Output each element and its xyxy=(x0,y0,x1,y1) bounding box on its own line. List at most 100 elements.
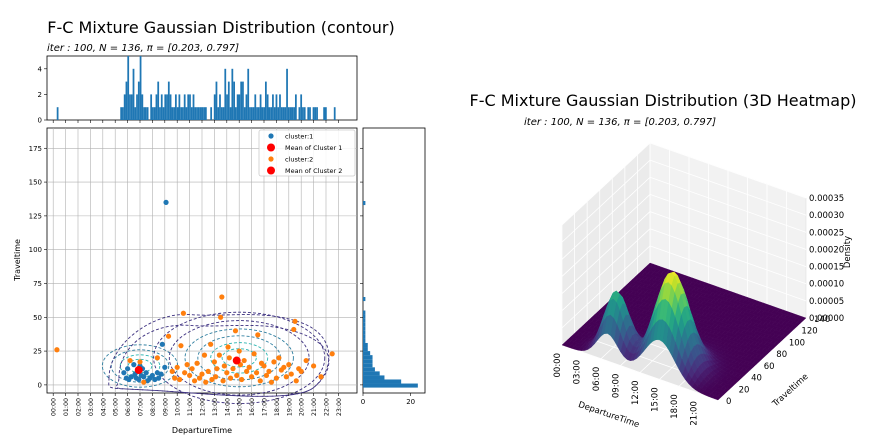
cluster-2-point xyxy=(212,359,217,364)
top-histogram-bar xyxy=(228,82,230,120)
right-histogram-bar xyxy=(363,347,368,351)
top-histogram-bar xyxy=(156,94,158,120)
top-histogram-bar xyxy=(196,107,198,120)
right-histogram-bar xyxy=(363,339,365,343)
top-histogram-bar xyxy=(122,107,124,120)
right-histogram-bar xyxy=(363,367,375,371)
cluster-1-mean-marker xyxy=(135,366,143,374)
right-histogram-bar xyxy=(363,379,401,383)
cluster-2-point xyxy=(220,378,225,383)
top-histogram-bar xyxy=(316,107,318,120)
top-histogram-bar xyxy=(189,94,191,120)
x-tick-label: 14:00 xyxy=(224,398,231,416)
top-histogram-bar xyxy=(168,82,170,120)
right-histogram-bar xyxy=(363,315,365,319)
y-tick-label: 0 xyxy=(38,381,42,389)
cluster-2-point xyxy=(281,365,286,370)
right-histogram-frame xyxy=(363,128,425,393)
cluster-2-point xyxy=(234,373,239,378)
top-histogram-bar xyxy=(325,107,327,120)
top-histogram-bar xyxy=(258,107,260,120)
surface-y-tick-label: 60 xyxy=(764,362,775,372)
top-histogram-bar xyxy=(233,82,235,120)
surface-z-tick-label: 0.00000 xyxy=(809,314,844,324)
top-histogram-bar xyxy=(323,107,325,120)
surface-x-tick-label: 00:00 xyxy=(553,353,563,378)
x-tick-label: 05:00 xyxy=(113,398,120,416)
top-histogram-bar xyxy=(230,107,232,120)
right-histogram-bar xyxy=(363,311,365,315)
surface-z-tick-label: 0.00035 xyxy=(809,194,844,204)
top-histogram-bar xyxy=(138,82,140,120)
top-histogram-bar xyxy=(127,56,129,120)
surface-z-tick-label: 0.00030 xyxy=(809,211,844,221)
top-histogram-bar xyxy=(231,69,233,120)
top-histogram-bar xyxy=(223,107,225,120)
top-histogram-bar xyxy=(198,107,200,120)
surface-z-axis-label: Density xyxy=(843,236,853,268)
x-tick-label: 03:00 xyxy=(88,398,95,416)
x-tick-label: 12:00 xyxy=(200,398,207,416)
cluster-2-point xyxy=(274,376,279,381)
x-tick-label: 20:00 xyxy=(299,398,306,416)
cluster-1-point xyxy=(131,362,136,367)
surface-z-tick-label: 0.00005 xyxy=(809,297,844,307)
cluster-2-mean-marker xyxy=(233,357,241,365)
cluster-2-point xyxy=(189,366,194,371)
top-histogram-bar xyxy=(129,94,131,120)
top-histogram-bar xyxy=(141,94,143,120)
legend-label: cluster:1 xyxy=(285,133,313,141)
y-tick-label: 25 xyxy=(33,348,42,356)
cluster-1-point xyxy=(125,366,130,371)
surface-chart-title: F-C Mixture Gaussian Distribution (3D He… xyxy=(469,91,856,110)
top-histogram-bar xyxy=(131,94,133,120)
top-histogram-bar xyxy=(302,107,304,120)
legend-marker xyxy=(268,156,273,161)
top-hist-y-tick-label: 2 xyxy=(38,91,42,99)
top-histogram-bar xyxy=(136,94,138,120)
top-histogram-bar xyxy=(283,107,285,120)
cluster-2-point xyxy=(233,328,238,333)
cluster-2-point xyxy=(181,311,186,316)
cluster-2-point xyxy=(219,294,224,299)
cluster-2-point xyxy=(299,369,304,374)
x-tick-label: 22:00 xyxy=(324,398,331,416)
top-histogram-bar xyxy=(150,94,152,120)
top-histogram-bar xyxy=(191,107,193,120)
top-histogram-bar xyxy=(184,94,186,120)
top-histogram-bar xyxy=(246,94,248,120)
x-tick-label: 23:00 xyxy=(336,398,343,416)
cluster-2-point xyxy=(311,363,316,368)
top-histogram-bar xyxy=(194,107,196,120)
legend-marker xyxy=(267,144,275,152)
top-histogram-bar xyxy=(253,107,255,120)
x-tick-label: 21:00 xyxy=(311,398,318,416)
cluster-2-point xyxy=(304,358,309,363)
top-histogram-bar xyxy=(201,107,203,120)
top-histogram-bar xyxy=(239,94,241,120)
top-histogram-bar xyxy=(133,69,135,120)
cluster-2-point xyxy=(177,377,182,382)
right-histogram-bar xyxy=(363,355,373,359)
top-histogram-bar xyxy=(186,107,188,120)
cluster-2-point xyxy=(247,365,252,370)
cluster-1-point xyxy=(144,370,149,375)
cluster-2-point xyxy=(291,327,296,332)
top-histogram-bar xyxy=(221,107,223,120)
cluster-2-point xyxy=(155,355,160,360)
cluster-2-point xyxy=(255,332,260,337)
cluster-2-point xyxy=(203,380,208,385)
surface-x-tick-label: 21:00 xyxy=(690,401,700,426)
top-histogram-bar xyxy=(276,94,278,120)
top-histogram-bar xyxy=(182,107,184,120)
top-histogram-bar xyxy=(226,94,228,120)
cluster-2-point xyxy=(227,355,232,360)
top-histogram-bar xyxy=(334,107,336,120)
top-histogram-bar xyxy=(270,107,272,120)
cluster-2-point xyxy=(185,362,190,367)
x-tick-label: 00:00 xyxy=(51,398,58,416)
cluster-2-point xyxy=(213,374,218,379)
top-histogram-bar xyxy=(265,82,267,120)
